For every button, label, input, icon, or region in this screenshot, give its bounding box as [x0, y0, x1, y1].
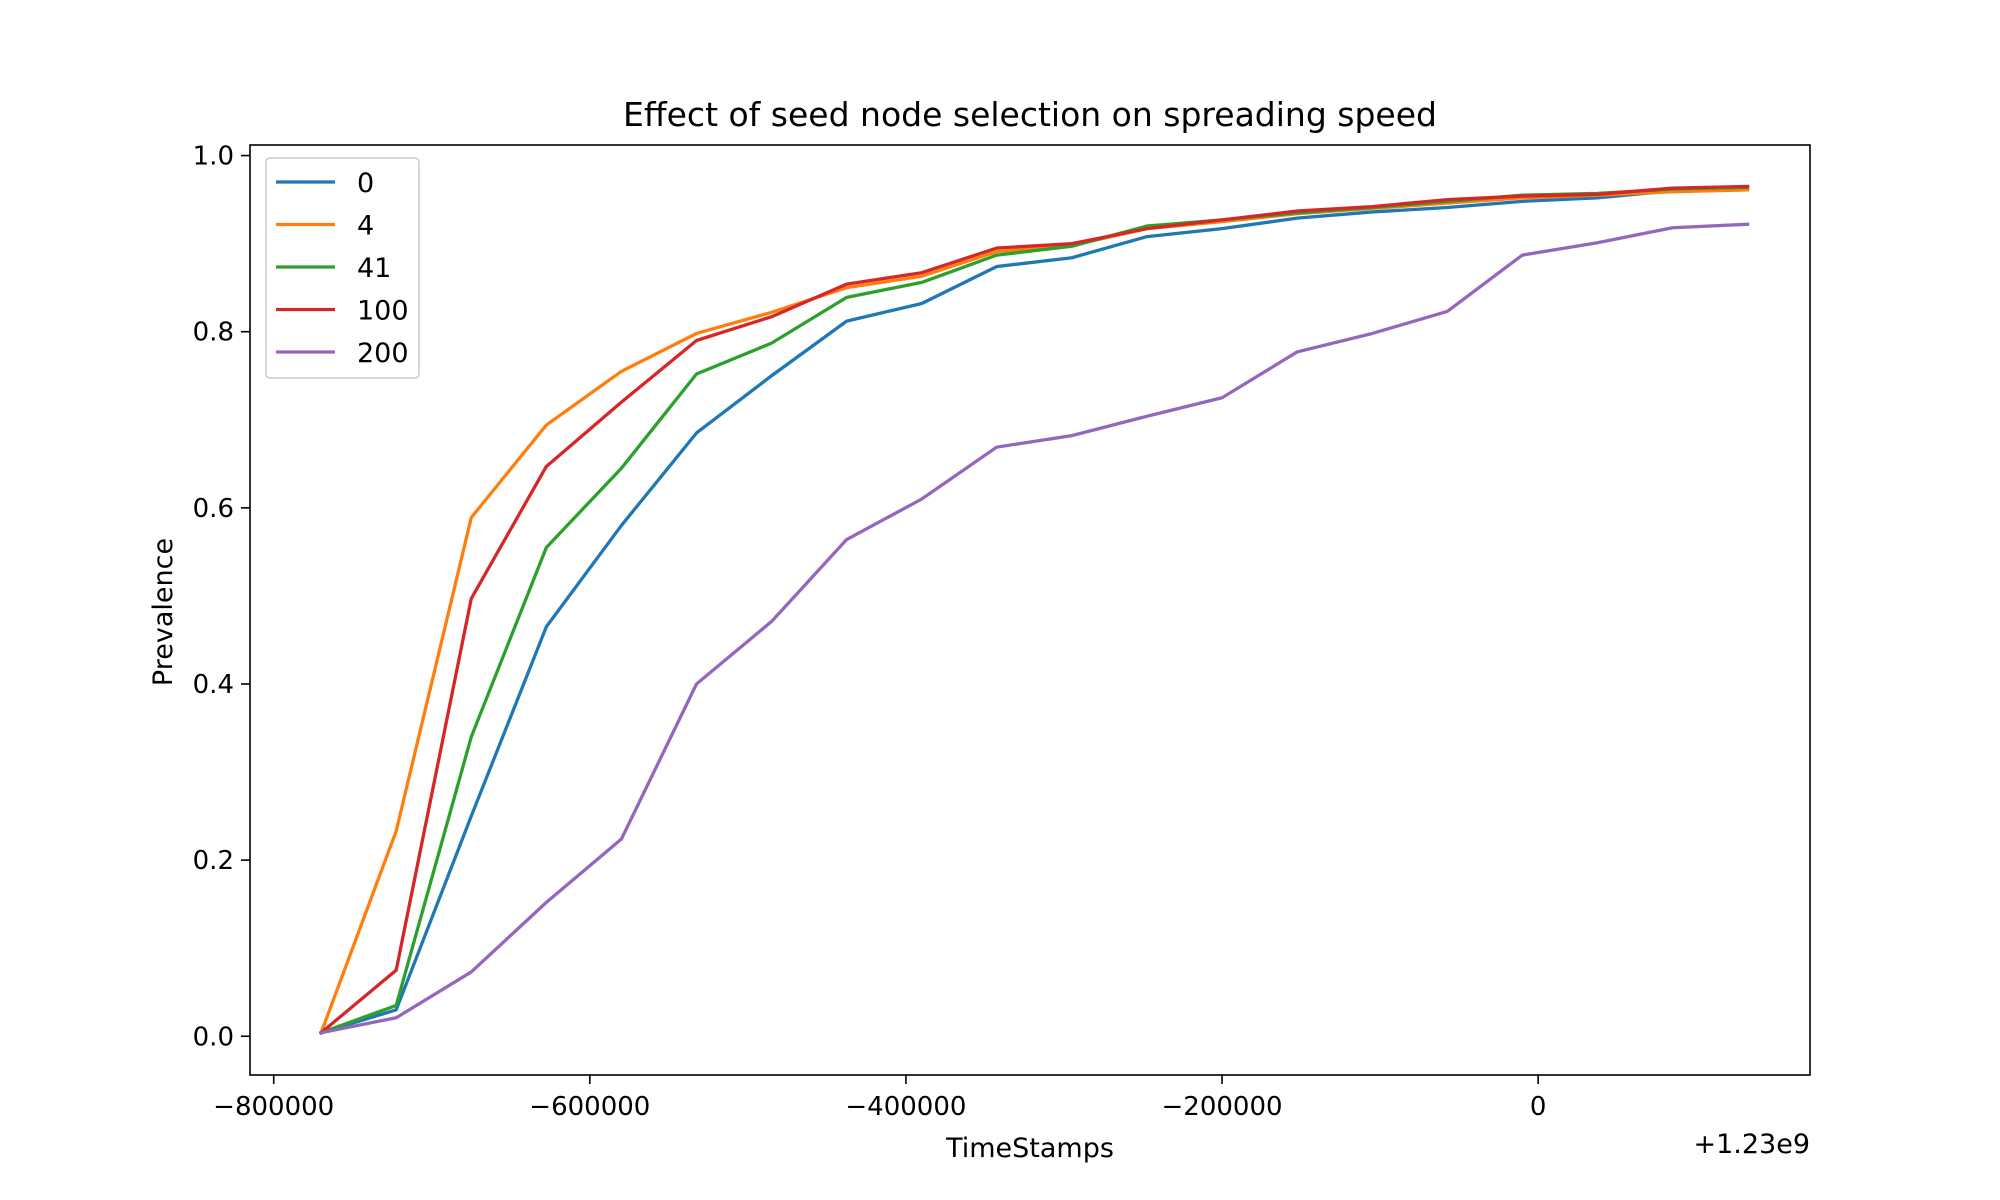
y-tick-label: 0.2	[193, 846, 234, 876]
legend: 0 4 41 100 200	[265, 157, 420, 379]
y-axis-label: Prevalence	[148, 538, 179, 686]
x-axis: −800000 −600000 −400000 −200000 0	[213, 1075, 1546, 1122]
legend-label-4: 4	[357, 211, 374, 242]
series-line-200	[319, 222, 1750, 1035]
x-tick-label: −600000	[529, 1092, 650, 1122]
series-layer	[318, 184, 1750, 1036]
chart-title: Effect of seed node selection on spreadi…	[623, 95, 1437, 134]
legend-box	[265, 157, 420, 379]
series-line-4	[318, 188, 1750, 1035]
x-tick-label: −200000	[1162, 1092, 1283, 1122]
y-tick-label: 0.0	[193, 1022, 234, 1052]
legend-label-100: 100	[357, 296, 409, 327]
y-tick-label: 0.8	[193, 318, 234, 348]
legend-label-41: 41	[357, 253, 391, 284]
series-line-0	[319, 187, 1750, 1035]
x-axis-offset-label: +1.23e9	[1693, 1129, 1810, 1160]
y-tick-label: 1.0	[193, 142, 234, 172]
y-axis: 0.0 0.2 0.4 0.6 0.8 1.0	[193, 142, 250, 1052]
x-tick-label: −400000	[845, 1092, 966, 1122]
legend-label-200: 200	[357, 338, 409, 369]
y-tick-label: 0.6	[193, 494, 234, 524]
y-tick-label: 0.4	[193, 670, 234, 700]
x-tick-label: 0	[1530, 1092, 1547, 1122]
legend-label-0: 0	[357, 168, 374, 199]
series-line-100	[318, 184, 1750, 1036]
plot-frame	[249, 144, 1811, 1076]
x-tick-label: −800000	[213, 1092, 334, 1122]
x-axis-label: TimeStamps	[945, 1133, 1114, 1164]
